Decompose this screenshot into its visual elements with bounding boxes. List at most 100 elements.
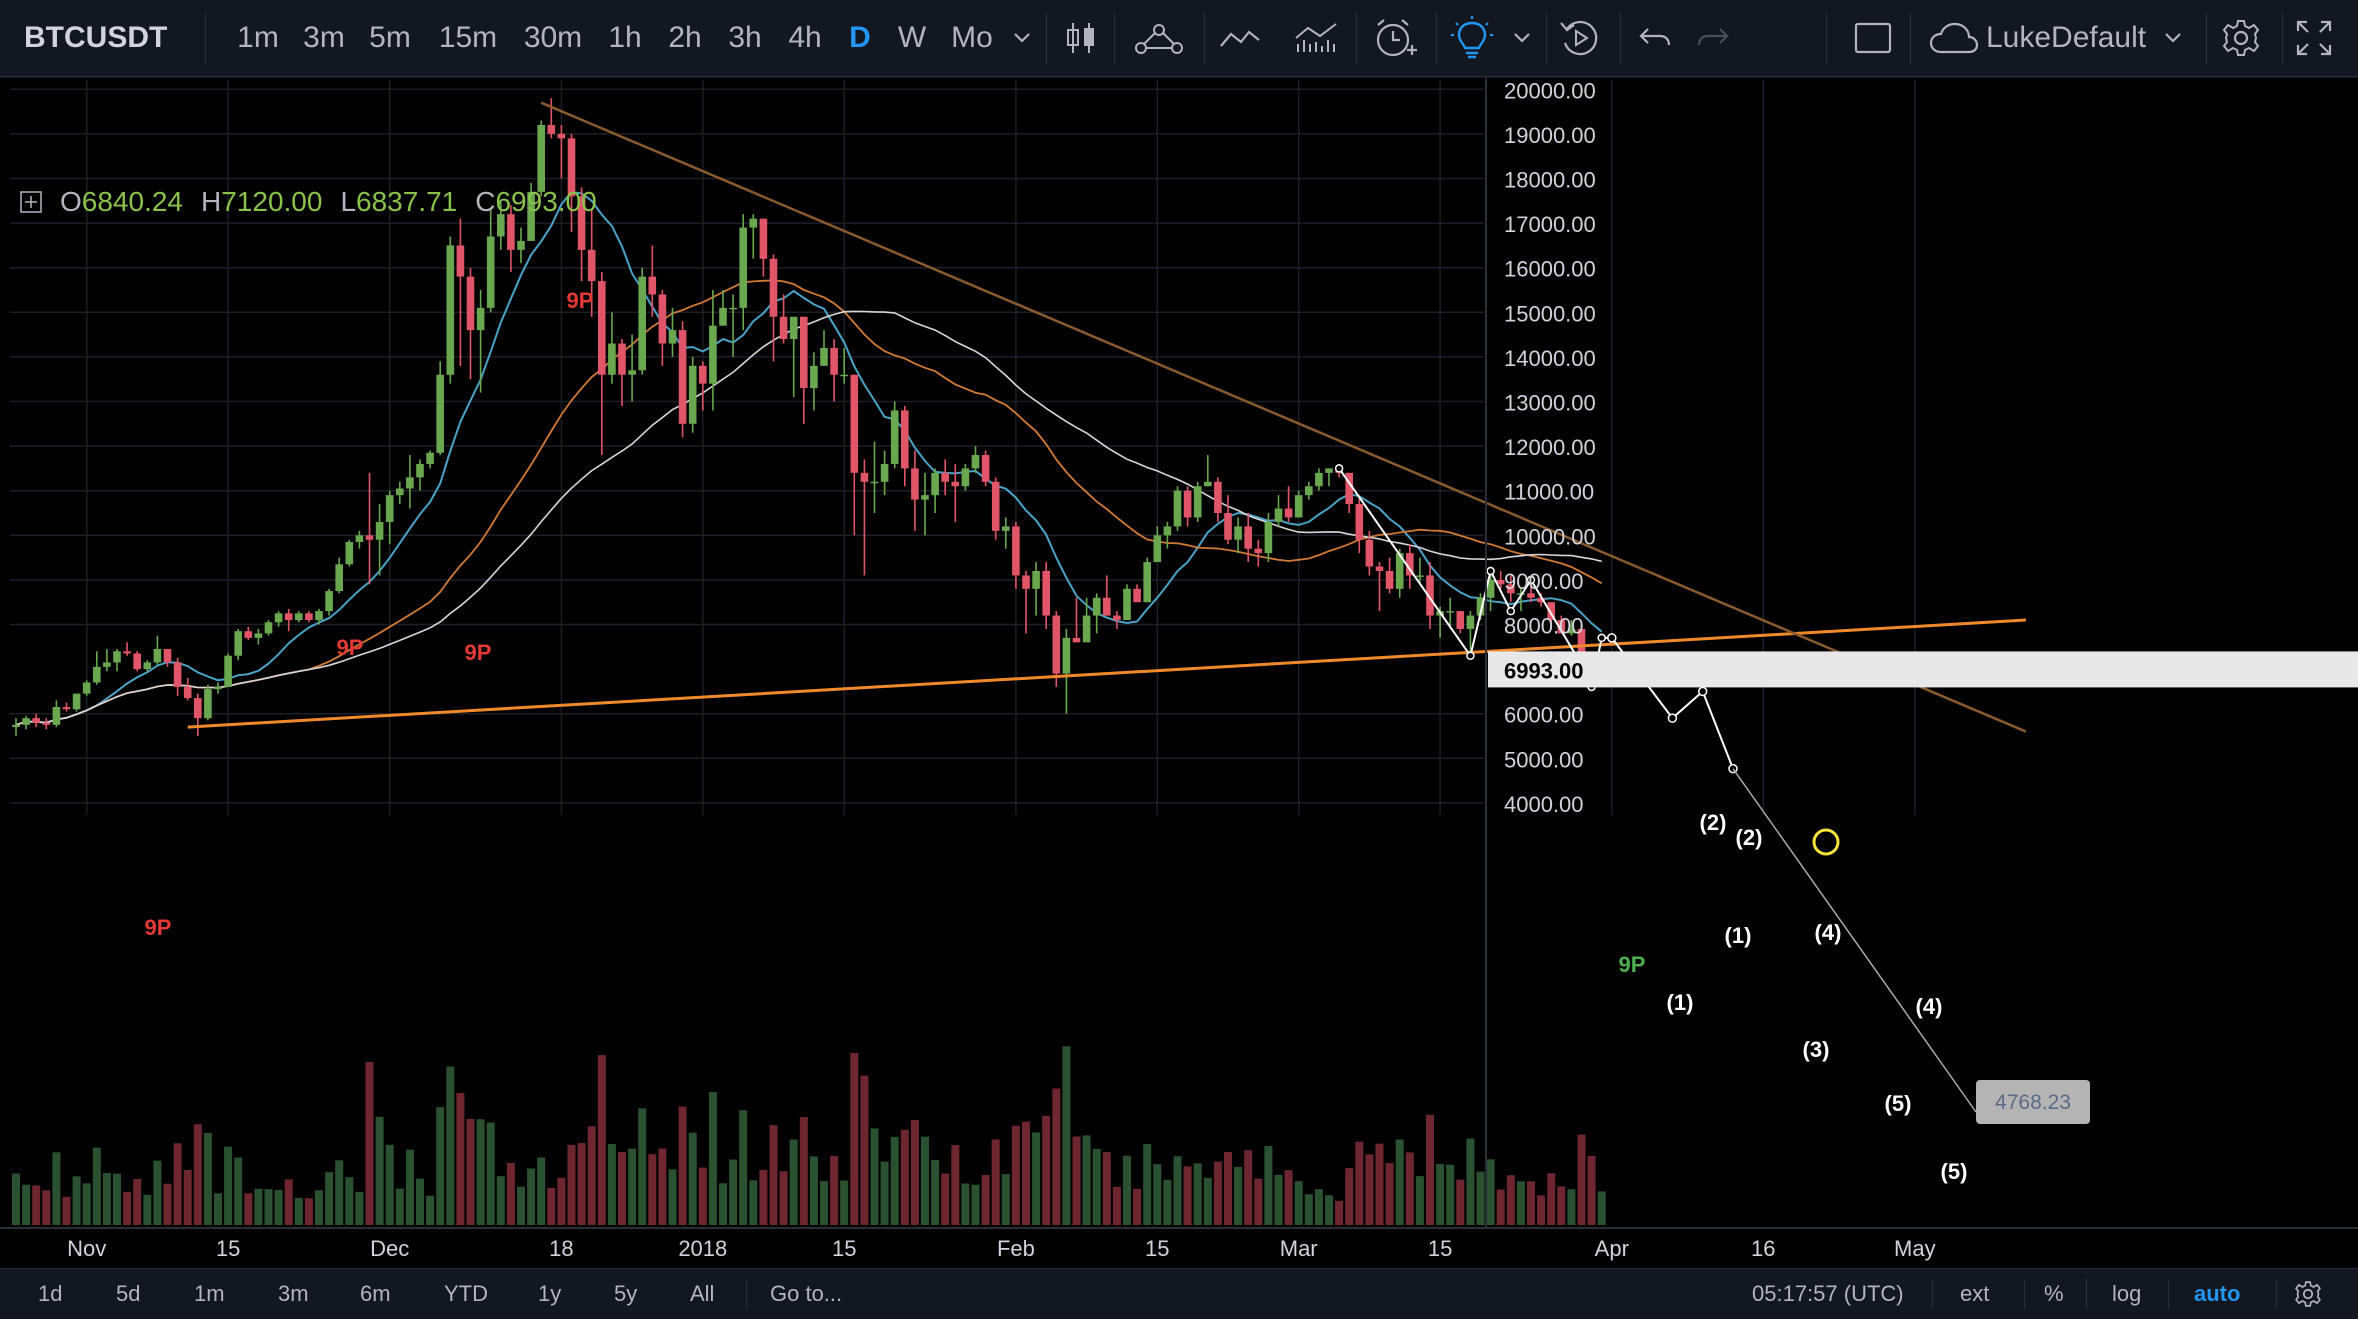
volume-bar (1264, 1145, 1273, 1225)
candle-body (1254, 548, 1263, 554)
chart-style-button[interactable] (1058, 0, 1104, 76)
wave-point[interactable] (1506, 606, 1516, 616)
volume-bar (749, 1180, 758, 1225)
candle-body (961, 468, 970, 487)
toolbar-divider (1114, 12, 1115, 64)
wave-point[interactable] (1526, 575, 1536, 585)
volume-bar (173, 1143, 182, 1225)
save-layout-button[interactable] (1926, 0, 1982, 76)
price-chart[interactable]: 9P 9P 9P 9P 9P (2) (2) (1) (1) (4) (4) (3) (5) (5) 476… (0, 78, 2358, 1268)
wave-point[interactable] (1334, 464, 1344, 473)
wave-point[interactable] (1597, 633, 1606, 643)
templates-button[interactable] (1288, 0, 1346, 76)
bottom-divider (2024, 1279, 2025, 1309)
toggle-auto[interactable]: auto (2194, 1281, 2241, 1306)
current-price-tag[interactable] (1488, 651, 2358, 688)
candle-body (688, 365, 697, 424)
target-price-box[interactable] (1976, 1080, 2090, 1124)
candle-body (618, 343, 626, 375)
resistance-trendline[interactable] (540, 101, 2027, 733)
range-all[interactable]: All (690, 1281, 715, 1306)
volume-bar (1557, 1186, 1566, 1225)
wave-point[interactable] (1486, 566, 1495, 576)
chart-area[interactable]: 9P 9P 9P 9P 9P (2) (2) (1) (1) (4) (4) (3) (5) (5) 476… (0, 78, 2358, 1268)
timeframe-1h[interactable]: 1h (608, 21, 642, 54)
volume-bar (234, 1157, 243, 1225)
fullscreen-button[interactable] (2284, 0, 2344, 76)
volume-bar (658, 1148, 667, 1225)
volume-bar (719, 1183, 727, 1225)
candle-body (678, 330, 687, 424)
alert-button[interactable] (1364, 0, 1426, 76)
candle-body (648, 276, 657, 295)
settings-button[interactable] (2208, 0, 2274, 76)
toggle-log[interactable]: log (2112, 1281, 2142, 1306)
layout-menu-button[interactable] (2156, 0, 2190, 76)
indicators-button[interactable] (1128, 0, 1190, 76)
timeframe-1m[interactable]: 1m (237, 21, 279, 54)
candle-body (1062, 637, 1071, 674)
volume-bar (92, 1147, 101, 1225)
timeframe-w[interactable]: W (897, 21, 927, 54)
range-6m[interactable]: 6m (360, 1281, 391, 1306)
user-layout-name[interactable]: LukeDefault (1986, 21, 2147, 54)
symbol-search[interactable]: BTCUSDT (24, 21, 168, 54)
range-5d[interactable]: 5d (116, 1281, 141, 1306)
candle-body (1012, 526, 1020, 576)
candle-body (840, 374, 848, 377)
goto-date-button[interactable]: Go to... (770, 1281, 843, 1306)
wave-point[interactable] (1466, 651, 1475, 660)
expand-legend-icon[interactable] (20, 191, 42, 213)
axes[interactable]: 20000.00 19000.00 18000.00 17000.00 16000.00… (0, 78, 2358, 1267)
support-trendline[interactable] (187, 618, 2026, 729)
timeframe-mo[interactable]: Mo (951, 21, 993, 54)
volume-bar (941, 1173, 950, 1225)
range-1d[interactable]: 1d (38, 1281, 63, 1306)
time-tick-label: 15 (1428, 1236, 1452, 1261)
volume-bar (254, 1188, 263, 1225)
marker-circle[interactable] (1812, 828, 1840, 856)
price-tick-label: 17000.00 (1504, 212, 1596, 237)
volume-bar (1426, 1114, 1434, 1225)
range-5y[interactable]: 5y (614, 1281, 638, 1306)
toggle-ext[interactable]: ext (1960, 1281, 1990, 1306)
candle-body (163, 649, 172, 663)
timeframe-3h[interactable]: 3h (728, 21, 762, 54)
timeframe-4h[interactable]: 4h (788, 21, 822, 54)
layout-button[interactable] (1848, 0, 1898, 76)
undo-button[interactable] (1630, 0, 1680, 76)
ohlc-high-label: H (201, 186, 222, 217)
range-1y[interactable]: 1y (538, 1281, 562, 1306)
ideas-menu-button[interactable] (1505, 0, 1539, 76)
timeframe-15m[interactable]: 15m (438, 21, 498, 54)
volume-bar (759, 1169, 768, 1225)
wave-point[interactable] (1607, 633, 1617, 643)
candle-body (789, 316, 798, 340)
compare-button[interactable] (1212, 0, 1268, 76)
timeframe-2h[interactable]: 2h (668, 21, 702, 54)
ideas-button[interactable] (1442, 0, 1502, 76)
timeframe-3m[interactable]: 3m (303, 21, 345, 54)
timeframe-5m[interactable]: 5m (369, 21, 411, 54)
toolbar-divider (1546, 12, 1547, 64)
price-tick-label: 16000.00 (1504, 257, 1596, 282)
volume-bar (1415, 1176, 1424, 1225)
elliott-wave-label: (4) (1916, 994, 1943, 1019)
volume-bar (153, 1160, 162, 1225)
toggle-percent[interactable]: % (2044, 1281, 2064, 1306)
range-ytd[interactable]: YTD (444, 1281, 488, 1306)
range-3m[interactable]: 3m (278, 1281, 309, 1306)
chart-properties-button[interactable] (2294, 1269, 2322, 1319)
redo-button[interactable] (1688, 0, 1738, 76)
clock-display[interactable]: 05:17:57 (UTC) (1752, 1281, 1904, 1306)
time-axis[interactable] (0, 1229, 1486, 1267)
trendlines[interactable] (187, 101, 2027, 733)
candle-body (577, 196, 586, 250)
chevron-down-icon (1014, 33, 1030, 43)
replay-button[interactable] (1552, 0, 1608, 76)
timeframe-menu-button[interactable] (1005, 0, 1039, 76)
timeframe-30m[interactable]: 30m (523, 21, 583, 54)
timeframe-d[interactable]: D (849, 21, 871, 54)
wave-point[interactable] (1667, 713, 1678, 723)
range-1m[interactable]: 1m (194, 1281, 225, 1306)
